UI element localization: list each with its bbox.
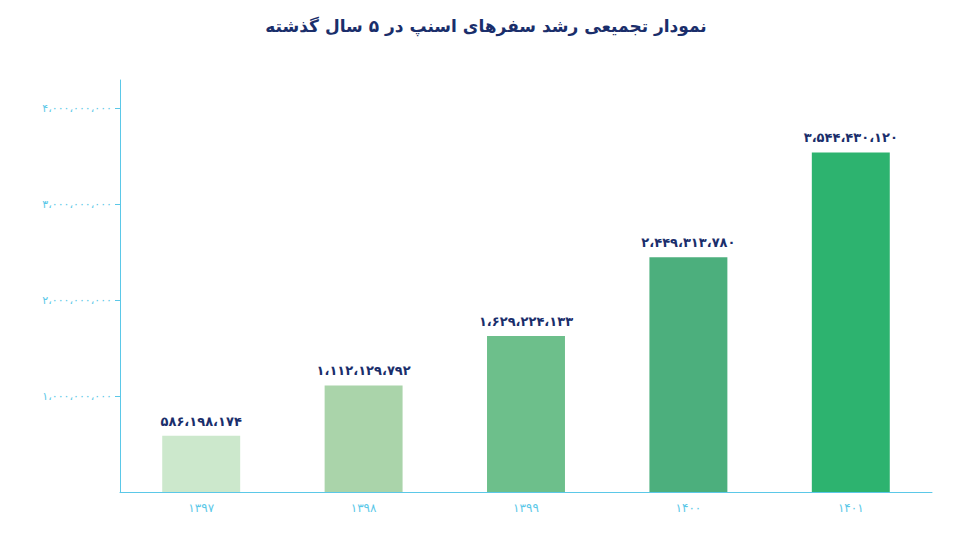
svg-text:۲،۰۰۰،۰۰۰،۰۰۰: ۲،۰۰۰،۰۰۰،۰۰۰ xyxy=(42,294,112,307)
svg-text:۱۳۹۹: ۱۳۹۹ xyxy=(513,501,539,515)
svg-text:۱۴۰۰: ۱۴۰۰ xyxy=(676,501,702,515)
svg-text:۱۳۹۷: ۱۳۹۷ xyxy=(188,501,214,515)
svg-text:۱،۰۰۰،۰۰۰،۰۰۰: ۱،۰۰۰،۰۰۰،۰۰۰ xyxy=(42,390,112,403)
svg-text:۳،۰۰۰،۰۰۰،۰۰۰: ۳،۰۰۰،۰۰۰،۰۰۰ xyxy=(42,198,112,211)
svg-text:۳،۵۴۴،۴۳۰،۱۲۰: ۳،۵۴۴،۴۳۰،۱۲۰ xyxy=(804,130,898,145)
svg-text:۴،۰۰۰،۰۰۰،۰۰۰: ۴،۰۰۰،۰۰۰،۰۰۰ xyxy=(42,102,112,115)
svg-text:۲،۴۴۹،۳۱۳،۷۸۰: ۲،۴۴۹،۳۱۳،۷۸۰ xyxy=(641,235,735,250)
svg-text:۱،۱۱۲،۱۲۹،۷۹۲: ۱،۱۱۲،۱۲۹،۷۹۲ xyxy=(317,363,411,378)
svg-text:۱۳۹۸: ۱۳۹۸ xyxy=(351,501,377,515)
svg-text:۱،۶۲۹،۲۲۴،۱۳۳: ۱،۶۲۹،۲۲۴،۱۳۳ xyxy=(479,314,573,329)
svg-text:۵۸۶،۱۹۸،۱۷۴: ۵۸۶،۱۹۸،۱۷۴ xyxy=(161,414,242,429)
svg-text:۱۴۰۱: ۱۴۰۱ xyxy=(838,501,864,515)
svg-text:نمودار تجمیعی رشد سفرهای اسنپ: نمودار تجمیعی رشد سفرهای اسنپ در ۵ سال گ… xyxy=(265,16,706,37)
